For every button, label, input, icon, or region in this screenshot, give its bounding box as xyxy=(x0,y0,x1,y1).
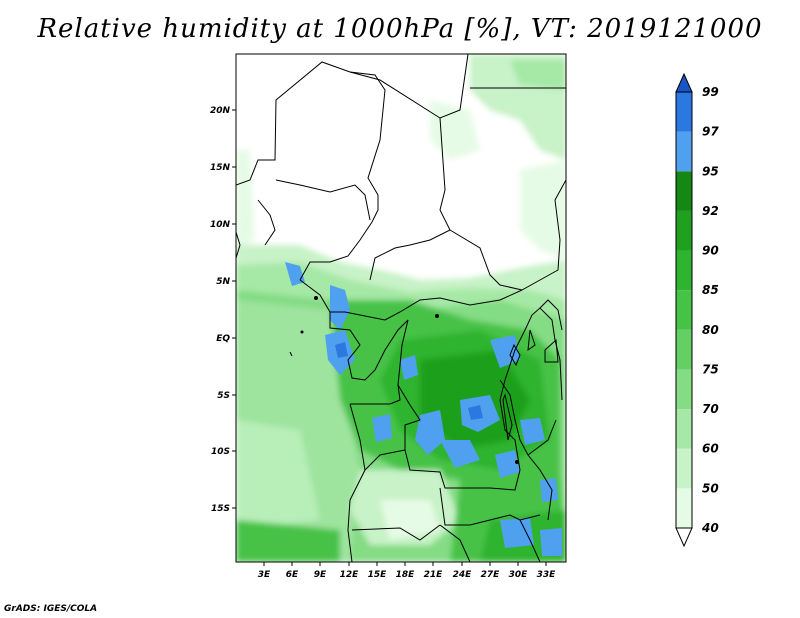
map-title: Relative humidity at 1000hPa [%], VT: 20… xyxy=(37,14,763,44)
humidity-field xyxy=(236,54,566,562)
lat-tick-label: 15N xyxy=(210,163,231,173)
lat-tick-label: EQ xyxy=(216,334,230,344)
colorbar-label: 99 xyxy=(702,85,719,99)
colorbar-label: 95 xyxy=(702,164,719,178)
colorbar-box xyxy=(676,409,692,449)
lon-tick-label: 24E xyxy=(453,570,473,580)
colorbar: 40 50 60 70 75 80 85 90 92 95 97 99 xyxy=(675,72,719,548)
colorbar-outline xyxy=(675,91,693,529)
colorbar-max-triangle xyxy=(675,72,693,93)
colorbar-label: 85 xyxy=(702,283,719,297)
map-frame xyxy=(235,53,567,563)
colorbar-box xyxy=(676,131,692,172)
lon-tick-label: 15E xyxy=(368,570,388,580)
lat-tick-label: 10S xyxy=(211,447,230,457)
colorbar-box xyxy=(676,448,692,489)
lat-tick-label: 10N xyxy=(210,220,231,230)
colorbar-box xyxy=(676,290,692,330)
lat-axis: 20N 15N 10N 5N EQ 5S 10S 15S xyxy=(210,106,236,514)
lat-tick-label: 20N xyxy=(210,106,231,116)
lon-tick-label: 6E xyxy=(286,570,299,580)
lon-tick-label: 3E xyxy=(258,570,271,580)
lon-tick-label: 27E xyxy=(481,570,501,580)
colorbar-label: 92 xyxy=(702,204,719,218)
colorbar-label: 97 xyxy=(702,125,719,139)
colorbar-label: 50 xyxy=(702,481,719,495)
lon-tick-label: 30E xyxy=(509,570,529,580)
colorbar-box xyxy=(676,210,692,251)
lon-tick-label: 33E xyxy=(537,570,557,580)
colorbar-min-triangle xyxy=(675,527,693,548)
colorbar-box xyxy=(676,250,692,291)
colorbar-box xyxy=(676,369,692,410)
colorbar-label: 80 xyxy=(702,323,719,337)
colorbar-box xyxy=(676,92,692,132)
colorbar-box xyxy=(676,171,692,211)
lon-tick-label: 12E xyxy=(340,570,360,580)
credit-text: GrADS: IGES/COLA xyxy=(4,604,98,614)
colorbar-label: 60 xyxy=(702,442,719,456)
colorbar-box xyxy=(676,329,692,370)
colorbar-label: 70 xyxy=(702,402,719,416)
lon-tick-label: 9E xyxy=(314,570,327,580)
lat-tick-label: 5N xyxy=(216,277,230,287)
colorbar-box xyxy=(676,488,692,528)
colorbar-label: 90 xyxy=(702,244,719,258)
lon-tick-label: 18E xyxy=(396,570,416,580)
lat-tick-label: 15S xyxy=(211,504,230,514)
colorbar-label: 40 xyxy=(701,521,719,535)
colorbar-label: 75 xyxy=(702,362,719,376)
lon-tick-label: 21E xyxy=(424,570,444,580)
lon-axis: 3E 6E 9E 12E 15E 18E 21E 24E 27E 30E 33E xyxy=(258,562,556,580)
lat-tick-label: 5S xyxy=(217,391,230,401)
